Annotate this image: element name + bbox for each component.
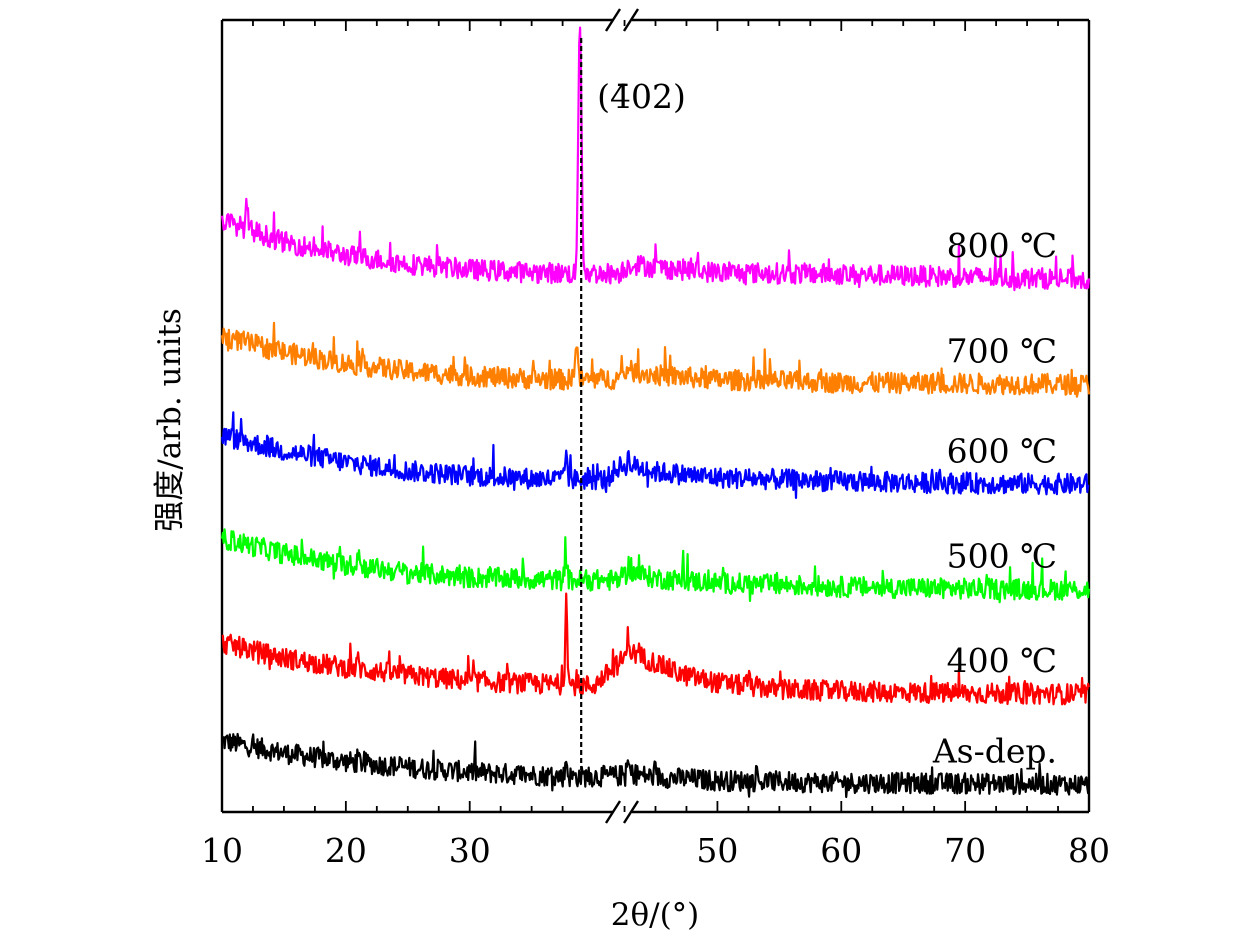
x-tick-label-30: 30	[449, 831, 491, 870]
break-mark-top-2	[622, 8, 640, 32]
series-layer	[220, 26, 1091, 799]
x-tick-label-10: 10	[201, 831, 243, 870]
x-ticks: 10 20 30 50 60 70 80	[201, 20, 1110, 870]
series-label-0: As-dep.	[932, 731, 1057, 770]
axis-break-top	[604, 8, 640, 32]
series-line-4	[220, 321, 1091, 398]
break-mark-bottom-2	[622, 800, 640, 824]
series-label-4: 700 ℃	[947, 332, 1057, 371]
x-tick-label-70: 70	[944, 831, 986, 870]
axis-break-bottom	[604, 800, 640, 824]
x-tick-label-20: 20	[325, 831, 367, 870]
series-label-2: 500 ℃	[947, 537, 1057, 576]
x-tick-label-50: 50	[696, 831, 738, 870]
break-mark-bottom-1	[604, 800, 622, 824]
x-tick-label-60: 60	[820, 831, 862, 870]
x-tick-label-80: 80	[1068, 831, 1110, 870]
series-label-3: 600 ℃	[947, 431, 1057, 470]
x-axis-title: 2θ/(°)	[611, 897, 700, 933]
series-label-5: 800 ℃	[947, 226, 1057, 265]
plot-frame	[220, 18, 1091, 814]
break-mark-top-1	[604, 8, 622, 32]
series-line-0	[221, 732, 1091, 799]
series-line-5	[220, 26, 1091, 292]
series-line-1	[221, 592, 1091, 706]
peak-annotation-402: (4̄02)	[597, 77, 686, 116]
series-label-1: 400 ℃	[947, 641, 1057, 680]
series-line-3	[220, 411, 1090, 499]
series-labels: As-dep. 400 ℃ 500 ℃ 600 ℃ 700 ℃ 800 ℃	[932, 226, 1057, 770]
y-axis-title: 强度/arb. units	[152, 308, 188, 532]
series-line-2	[220, 528, 1091, 604]
